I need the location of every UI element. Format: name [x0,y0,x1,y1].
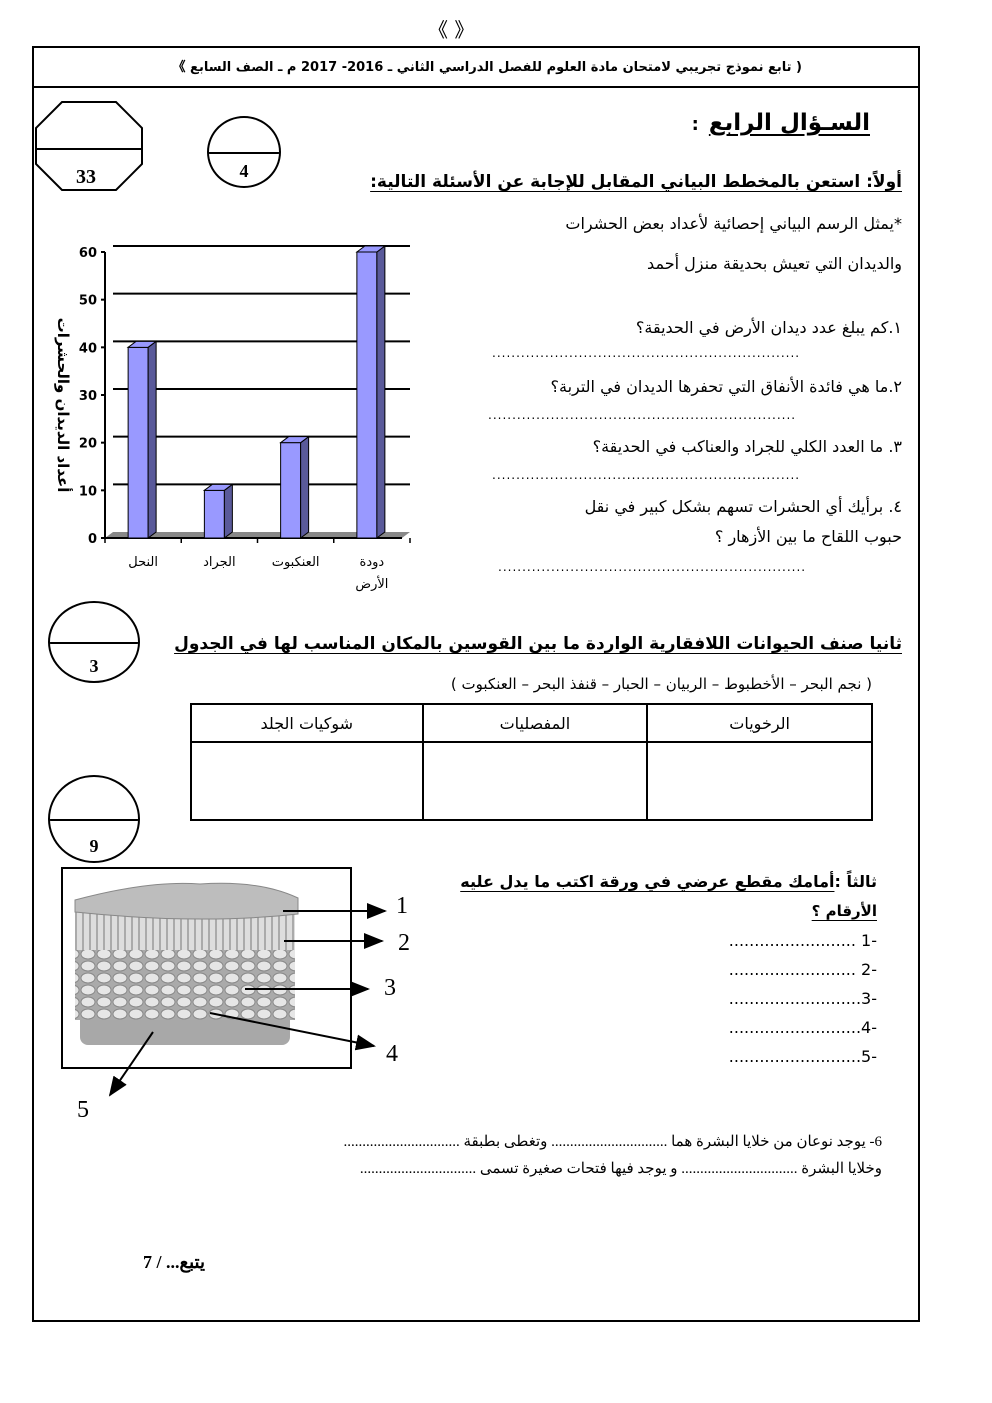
answer-cell-echinoderms[interactable] [190,741,424,821]
section3-label: ثالثاً : [834,872,877,891]
section3-heading-2: الأرقام ؟ [811,902,877,920]
section1-intro-1: *يمثل الرسم البياني إحصائية لأعداد بعض ا… [565,214,902,233]
answer-line-4[interactable]: ........................................… [498,560,807,574]
animal-list: ( نجم البحر – الأخطبوط – الربيان – الحبا… [450,675,872,693]
x-tick-label: العنكبوت [272,555,320,570]
bar-top [279,436,311,444]
colon: : [691,114,699,135]
bar-top [126,340,158,348]
x-tick-label: النحل [128,555,158,570]
fill-in-line-2[interactable]: وخلايا البشرة ..........................… [359,1161,882,1177]
upper-epidermis [74,882,299,920]
answer-cell-mollusks[interactable] [646,741,873,821]
section2-heading: ثانيا صنف الحيوانات اللافقارية الواردة م… [174,634,902,654]
header-title: ( تابع نموذج تجريبي لامتحان مادة العلوم … [172,60,802,75]
leaf-cross-section-diagram: 1 2 3 4 5 [74,882,410,1123]
answer-line-2[interactable]: ........................................… [488,408,797,422]
diagram-label-2: 2 [398,930,410,956]
diagram-label-1: 1 [396,893,408,919]
column-header-mollusks: الرخويات [646,703,873,743]
bar-chart: 0 10 20 30 40 50 60 النحل الجراد العنكبوت دودة الأر… [54,245,411,592]
question-title: السـؤال الرابع [708,110,870,136]
chart-floor [105,532,410,538]
section3-heading: ثالثاً :أمامك مقطع عرضي في ورقة اكتب ما … [457,868,877,896]
spongy-layer [75,940,295,1020]
label-answer-2[interactable]: -2 ......................... [728,960,877,979]
question-item-4-cont: حبوب اللقاح ما بين الأزهار ؟ [714,527,902,546]
x-tick-label: دودة [360,555,385,570]
section1-heading: أولاً: استعن بالمخطط البياني المقابل للإ… [370,172,902,192]
section2-block: ثانيا صنف الحيوانات اللافقارية الواردة م… [145,633,902,821]
arrow-4 [209,1012,376,1051]
header-ornament: 《 》 [428,18,475,42]
y-tick-label: 20 [79,437,97,452]
diagram-label-5: 5 [77,1097,89,1123]
diagram-label-3: 3 [384,975,396,1001]
page-frame [32,46,920,1322]
header-divider [32,86,918,88]
bar-top [202,483,234,491]
score-circle-part3: 9 [48,775,140,863]
y-axis-label: أعداد الديدان والحشرات [54,318,73,493]
total-score-octagon [35,101,143,191]
question-item-1: ١.كم يبلغ عدد ديدان الأرض في الحديقة؟ [635,318,902,337]
section3-heading-text: أمامك مقطع عرضي في ورقة اكتب ما يدل عليه [460,872,835,891]
section1-intro-2: والديدان التي تعيش بحديقة منزل أحمد [647,254,902,273]
y-tick-label: 50 [79,294,97,309]
section3-block: ثالثاً :أمامك مقطع عرضي في ورقة اكتب ما … [457,868,877,1071]
question-item-3: ٣. ما العدد الكلي للجراد والعناكب في الح… [592,437,902,456]
y-tick-label: 10 [79,484,97,499]
diagram-label-4: 4 [386,1041,398,1067]
score-circle-part1: 4 [207,116,281,188]
label-answer-5[interactable]: -5.......................... [728,1047,877,1066]
bar-top [355,245,387,253]
leaf-diagram-frame [61,867,352,1069]
fill-in-block: 6- يوجد نوعان من خلايا البشرة هما ......… [122,1129,882,1183]
score-circle-part2: 3 [48,601,140,683]
question-item-2: ٢.ما هي فائدة الأنفاق التي تحفرها الديدا… [550,377,903,396]
classification-table: الرخويات المفصليات شوكيات الجلد [190,703,873,821]
answer-cell-arthropods[interactable] [421,741,649,821]
label-answer-4[interactable]: -4.......................... [728,1018,877,1037]
total-score: 33 [76,166,96,188]
question-item-4: ٤. برأيك أي الحشرات تسهم بشكل كبير في نق… [584,497,902,516]
continue-note: يتبع... / 7 [143,1252,205,1272]
y-tick-label: 40 [79,341,97,356]
answer-line-1[interactable]: ........................................… [492,346,801,360]
arrow-5 [108,1031,154,1097]
label-answer-3[interactable]: -3.......................... [728,989,877,1008]
fill-in-line-1[interactable]: 6- يوجد نوعان من خلايا البشرة هما ......… [343,1134,882,1150]
x-tick-label: الجراد [203,555,236,570]
x-tick-label: الأرض [355,575,388,592]
y-tick-label: 0 [88,532,97,547]
y-tick-label: 60 [79,246,97,261]
column-header-arthropods: المفصليات [421,703,649,743]
answer-line-3[interactable]: ........................................… [492,468,801,482]
label-answer-1[interactable]: -1 ......................... [728,931,877,950]
y-tick-label: 30 [79,389,97,404]
question-title-row: السـؤال الرابع: [692,110,870,136]
column-header-echinoderms: شوكيات الجلد [190,703,424,743]
